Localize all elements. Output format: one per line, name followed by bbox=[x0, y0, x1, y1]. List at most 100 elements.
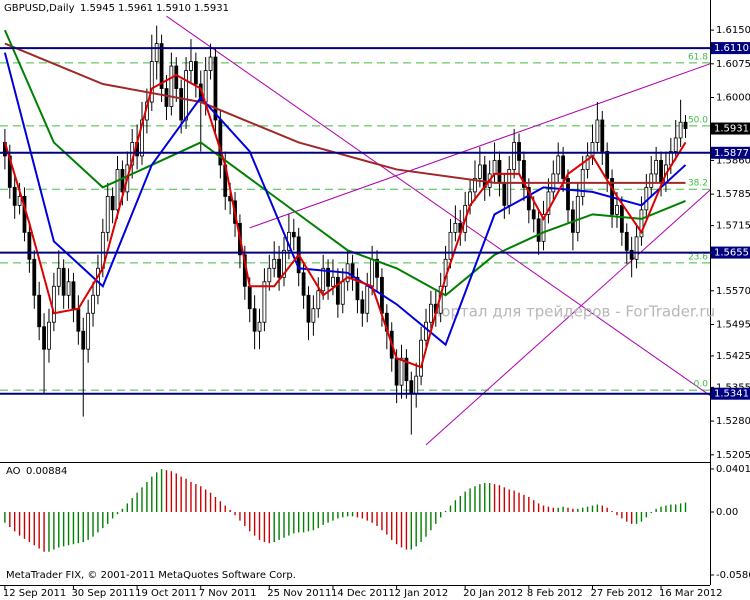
candle-body bbox=[306, 294, 311, 323]
candle-body bbox=[414, 375, 419, 395]
candle-body bbox=[12, 187, 17, 206]
moving-average bbox=[4, 42, 686, 184]
level-label-box bbox=[711, 146, 750, 159]
candle-body bbox=[247, 285, 252, 310]
candle-body bbox=[624, 231, 629, 251]
y-tick-label: 1.5860 bbox=[716, 155, 750, 166]
candle-body bbox=[365, 285, 370, 314]
y-tick-label: 1.6000 bbox=[716, 93, 750, 104]
y-tick-label: 1.6150 bbox=[716, 25, 750, 36]
ao-value: 0.00884 bbox=[26, 466, 67, 477]
candle-body bbox=[575, 195, 580, 233]
candle-body bbox=[590, 142, 595, 157]
candle-body bbox=[169, 65, 174, 107]
candle-body bbox=[174, 65, 179, 89]
level-label: 1.6110 bbox=[714, 43, 749, 54]
y-tick-label: 1.5495 bbox=[716, 319, 750, 330]
candle-body bbox=[659, 160, 663, 184]
trendline bbox=[249, 63, 711, 229]
candle-body bbox=[375, 258, 379, 278]
ao-tick-label: 0.04011 bbox=[716, 464, 750, 475]
candle-body bbox=[561, 155, 566, 179]
fib-label: 23.6 bbox=[688, 252, 708, 262]
ao-title: AO bbox=[6, 466, 21, 477]
candle-body bbox=[37, 294, 42, 328]
candle-body bbox=[331, 276, 335, 287]
candle-body bbox=[71, 281, 76, 310]
fib-label: 0.0 bbox=[694, 380, 709, 390]
watermark: Портал для трейдеров - ForTrader.ru bbox=[430, 303, 715, 321]
title-high: 1.5961 bbox=[118, 3, 153, 14]
candle-body bbox=[321, 267, 326, 292]
x-tick-label: 30 Sep 2011 bbox=[71, 588, 134, 599]
candle-body bbox=[267, 267, 272, 283]
candle-body bbox=[51, 285, 56, 323]
y-tick-label: 1.6075 bbox=[716, 59, 750, 70]
candle-body bbox=[262, 281, 267, 323]
candle-body bbox=[17, 195, 22, 206]
x-tick-label: 20 Jan 2012 bbox=[463, 588, 523, 599]
candle-body bbox=[526, 187, 531, 211]
candle-body bbox=[404, 357, 409, 382]
y-tick-label: 1.5205 bbox=[716, 450, 750, 461]
candle-body bbox=[585, 155, 590, 170]
candle-body bbox=[61, 267, 66, 296]
candle-body bbox=[340, 281, 345, 305]
candle-body bbox=[394, 357, 399, 386]
candle-body bbox=[277, 258, 282, 278]
candle-body bbox=[370, 258, 375, 287]
last-price-box bbox=[711, 122, 750, 135]
candle-body bbox=[360, 299, 365, 314]
fib-label: 61.8 bbox=[688, 52, 708, 62]
moving-average bbox=[3, 29, 686, 297]
moving-average bbox=[3, 52, 687, 347]
candle-body bbox=[629, 249, 634, 260]
candle-body bbox=[86, 312, 91, 350]
candle-body bbox=[159, 43, 164, 89]
candle-body bbox=[76, 308, 81, 332]
candle-body bbox=[110, 195, 115, 211]
level-label: 1.5877 bbox=[714, 148, 749, 159]
candle-body bbox=[424, 321, 428, 341]
y-tick-label: 1.5715 bbox=[716, 221, 750, 232]
title-low: 1.5910 bbox=[156, 3, 191, 14]
candle-body bbox=[615, 204, 619, 215]
candle-body bbox=[47, 321, 51, 350]
y-tick-label: 1.5570 bbox=[716, 286, 750, 297]
x-tick-label: 12 Sep 2011 bbox=[3, 588, 66, 599]
candle-body bbox=[673, 137, 678, 152]
candle-body bbox=[27, 231, 32, 260]
candle-body bbox=[326, 267, 330, 287]
level-label: 1.5655 bbox=[714, 248, 749, 259]
x-tick-label: 2 Jan 2012 bbox=[395, 588, 449, 599]
x-tick-label: 27 Feb 2012 bbox=[590, 588, 652, 599]
candle-body bbox=[448, 231, 453, 260]
candle-body bbox=[678, 121, 683, 139]
candle-body bbox=[634, 236, 639, 260]
candle-body bbox=[473, 178, 477, 193]
candle-body bbox=[595, 119, 600, 143]
candle-body bbox=[179, 88, 184, 121]
level-label-box bbox=[711, 246, 750, 259]
candle-body bbox=[193, 61, 198, 85]
candle-body bbox=[105, 195, 110, 233]
candle-body bbox=[81, 330, 86, 350]
title-close: 1.5931 bbox=[194, 3, 229, 14]
level-label-box bbox=[711, 387, 750, 400]
candle-body bbox=[208, 56, 213, 71]
candle-body bbox=[42, 326, 46, 350]
candle-body bbox=[291, 231, 296, 238]
candle-body bbox=[56, 267, 61, 287]
candle-body bbox=[649, 173, 654, 188]
candle-body bbox=[522, 160, 526, 188]
x-tick-label: 19 Oct 2011 bbox=[135, 588, 197, 599]
x-tick-label: 8 Feb 2012 bbox=[527, 588, 583, 599]
candle-body bbox=[600, 119, 605, 152]
candle-body bbox=[301, 272, 306, 296]
candle-body bbox=[492, 160, 497, 175]
candle-body bbox=[350, 263, 355, 278]
candle-body bbox=[355, 276, 360, 301]
level-label: 1.5341 bbox=[714, 389, 749, 400]
trendline bbox=[166, 15, 711, 396]
